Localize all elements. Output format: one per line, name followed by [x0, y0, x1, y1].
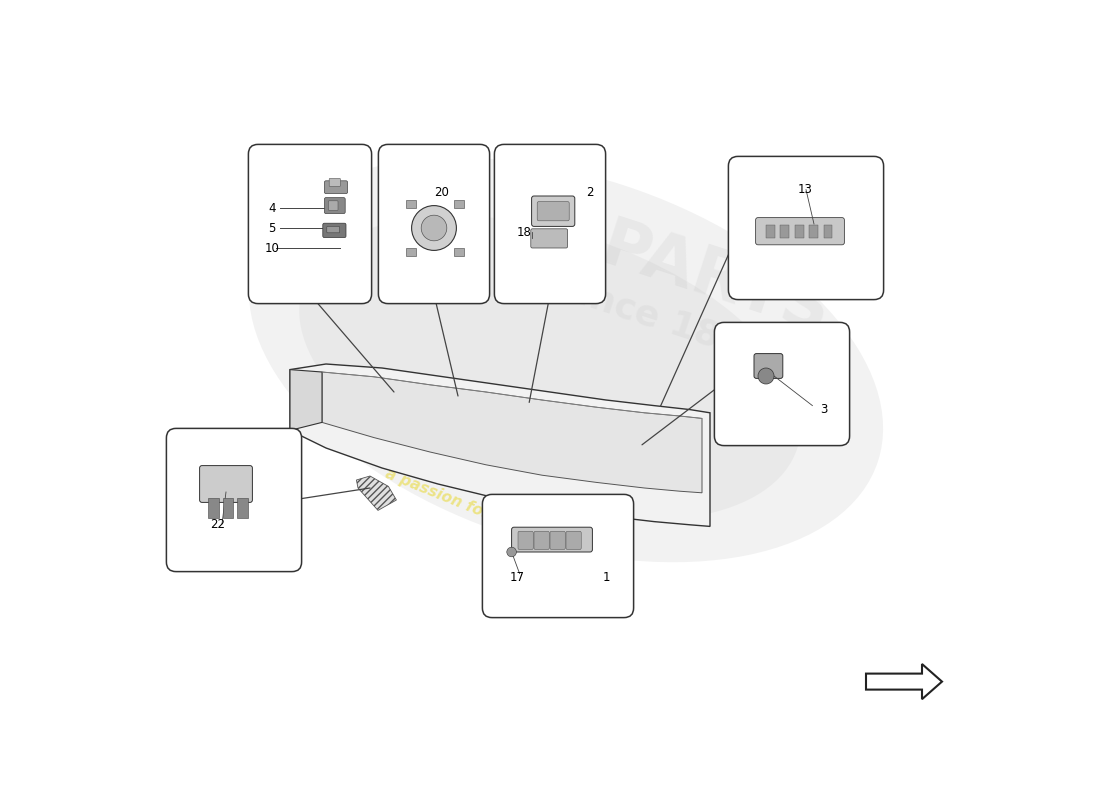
FancyBboxPatch shape — [518, 531, 534, 550]
Bar — [824, 225, 833, 238]
FancyBboxPatch shape — [566, 531, 581, 550]
FancyBboxPatch shape — [512, 527, 593, 552]
FancyBboxPatch shape — [324, 181, 348, 194]
Polygon shape — [356, 476, 396, 510]
Bar — [454, 248, 463, 256]
Bar — [795, 225, 804, 238]
Polygon shape — [866, 664, 942, 699]
Text: 20: 20 — [434, 186, 449, 198]
Text: 18: 18 — [516, 226, 531, 238]
FancyBboxPatch shape — [537, 202, 569, 221]
Bar — [780, 225, 789, 238]
FancyBboxPatch shape — [322, 223, 346, 238]
FancyBboxPatch shape — [483, 494, 634, 618]
Text: 5: 5 — [268, 222, 276, 234]
Bar — [454, 200, 463, 208]
FancyBboxPatch shape — [249, 145, 372, 304]
Text: 3: 3 — [821, 403, 828, 416]
Bar — [238, 498, 248, 518]
Text: 4: 4 — [268, 202, 276, 214]
Text: 10: 10 — [264, 242, 279, 254]
Polygon shape — [322, 372, 702, 493]
Polygon shape — [290, 364, 710, 526]
FancyBboxPatch shape — [550, 531, 565, 550]
FancyBboxPatch shape — [494, 145, 606, 304]
FancyBboxPatch shape — [728, 157, 883, 300]
Text: a passion for fans since 1885: a passion for fans since 1885 — [383, 466, 621, 574]
Circle shape — [507, 547, 516, 557]
Text: ePARTS: ePARTS — [550, 197, 838, 347]
FancyBboxPatch shape — [531, 229, 568, 248]
Bar — [223, 498, 233, 518]
Circle shape — [421, 215, 447, 241]
FancyBboxPatch shape — [714, 322, 849, 446]
Polygon shape — [290, 370, 322, 430]
FancyBboxPatch shape — [324, 198, 345, 214]
Text: 1: 1 — [603, 571, 611, 584]
Bar — [406, 248, 416, 256]
Bar — [208, 498, 219, 518]
FancyBboxPatch shape — [199, 466, 252, 502]
Circle shape — [758, 368, 774, 384]
Text: 13: 13 — [798, 183, 813, 196]
Bar — [810, 225, 818, 238]
Text: since 1885: since 1885 — [553, 270, 771, 370]
Ellipse shape — [249, 158, 883, 562]
FancyBboxPatch shape — [329, 201, 338, 210]
FancyBboxPatch shape — [756, 218, 845, 245]
Text: 2: 2 — [586, 186, 594, 198]
FancyBboxPatch shape — [378, 145, 490, 304]
Bar — [406, 200, 416, 208]
FancyBboxPatch shape — [754, 354, 783, 378]
FancyBboxPatch shape — [329, 178, 340, 186]
Ellipse shape — [299, 216, 801, 520]
Circle shape — [411, 206, 456, 250]
FancyBboxPatch shape — [166, 429, 301, 571]
FancyBboxPatch shape — [531, 196, 575, 226]
Text: 17: 17 — [510, 571, 525, 584]
FancyBboxPatch shape — [534, 531, 549, 550]
Text: 22: 22 — [210, 518, 225, 530]
FancyBboxPatch shape — [327, 226, 340, 233]
Bar — [766, 225, 774, 238]
